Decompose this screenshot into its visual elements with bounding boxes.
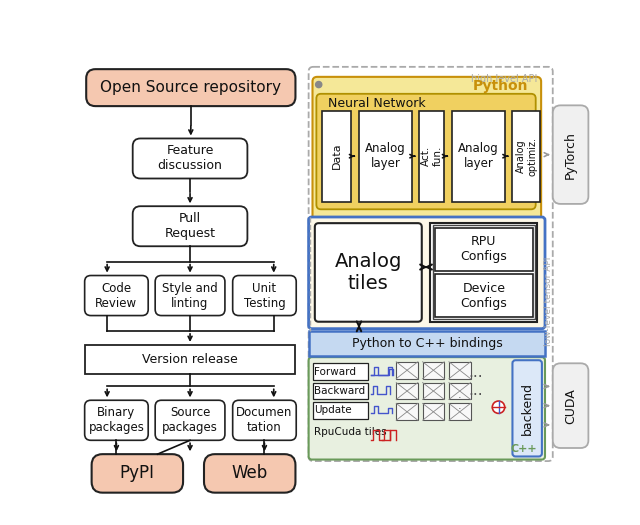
Text: Device
Configs: Device Configs (460, 281, 507, 310)
FancyBboxPatch shape (86, 69, 296, 106)
Text: Analog
tiles: Analog tiles (335, 252, 402, 293)
Text: RPU
Configs: RPU Configs (460, 235, 507, 264)
Text: Data: Data (332, 143, 342, 170)
FancyBboxPatch shape (316, 94, 536, 209)
Bar (449, 383, 470, 400)
Text: CUDA: CUDA (564, 388, 577, 424)
Text: ...: ... (468, 365, 483, 380)
Bar (308, 331, 545, 355)
Bar (419, 111, 444, 202)
Bar (312, 402, 368, 419)
FancyBboxPatch shape (553, 363, 588, 448)
Circle shape (492, 401, 505, 413)
FancyBboxPatch shape (84, 276, 148, 316)
Text: Web: Web (232, 465, 268, 482)
Bar (396, 403, 418, 421)
Bar (513, 111, 540, 202)
FancyBboxPatch shape (132, 139, 248, 178)
Bar (322, 111, 351, 202)
Bar (430, 223, 537, 322)
Text: ·
·
·: · · · (458, 393, 461, 426)
Bar (396, 362, 418, 379)
FancyBboxPatch shape (308, 217, 545, 329)
Bar (312, 383, 368, 400)
Text: C++: C++ (511, 444, 537, 454)
Text: Backward: Backward (314, 386, 365, 396)
Bar (452, 111, 505, 202)
Text: Analog
optimiz.: Analog optimiz. (516, 136, 537, 176)
FancyBboxPatch shape (132, 206, 248, 246)
FancyBboxPatch shape (233, 276, 296, 316)
Text: Style and
linting: Style and linting (162, 281, 218, 310)
Bar (422, 403, 444, 421)
Text: Source
packages: Source packages (162, 406, 218, 434)
Text: backend: backend (521, 382, 534, 435)
Text: Forward: Forward (314, 367, 356, 377)
Bar (449, 403, 470, 421)
Bar (435, 274, 532, 317)
Text: Act.
fun.: Act. fun. (421, 146, 443, 166)
Text: Pull
Request: Pull Request (164, 212, 216, 240)
Bar (422, 362, 444, 379)
Text: Binary
packages: Binary packages (88, 406, 145, 434)
Bar (396, 383, 418, 400)
Text: Neural Network: Neural Network (328, 97, 426, 110)
FancyBboxPatch shape (204, 454, 296, 492)
FancyBboxPatch shape (84, 400, 148, 440)
Text: Feature
discussion: Feature discussion (157, 144, 223, 173)
Text: Documen
tation: Documen tation (236, 406, 292, 434)
FancyBboxPatch shape (513, 360, 542, 456)
Text: Version release: Version release (142, 353, 238, 366)
Bar (435, 228, 532, 271)
Text: Analog
layer: Analog layer (458, 142, 499, 170)
FancyBboxPatch shape (92, 454, 183, 492)
Bar (449, 362, 470, 379)
Text: Code
Review: Code Review (95, 281, 138, 310)
Text: Python: Python (472, 79, 528, 93)
Text: Unit
Testing: Unit Testing (244, 281, 285, 310)
Text: PyTorch: PyTorch (564, 131, 577, 178)
FancyBboxPatch shape (308, 357, 545, 459)
Text: high level API: high level API (471, 74, 537, 84)
Text: Update: Update (314, 405, 351, 415)
FancyBboxPatch shape (155, 276, 225, 316)
FancyBboxPatch shape (312, 77, 541, 276)
FancyBboxPatch shape (553, 106, 588, 204)
Text: ...: ... (468, 383, 483, 398)
Bar (312, 363, 368, 380)
Text: Open Source repository: Open Source repository (100, 80, 282, 95)
FancyBboxPatch shape (233, 400, 296, 440)
Bar (433, 225, 535, 319)
Text: low-level tensor API: low-level tensor API (545, 257, 554, 346)
FancyBboxPatch shape (315, 223, 422, 322)
Bar (84, 345, 294, 374)
Circle shape (316, 81, 322, 88)
Text: PyPI: PyPI (120, 465, 155, 482)
Text: RpuCuda tiles: RpuCuda tiles (314, 427, 387, 437)
Bar (359, 111, 412, 202)
Text: Analog
layer: Analog layer (365, 142, 406, 170)
Text: Python to C++ bindings: Python to C++ bindings (352, 337, 502, 350)
FancyBboxPatch shape (155, 400, 225, 440)
Bar (422, 383, 444, 400)
